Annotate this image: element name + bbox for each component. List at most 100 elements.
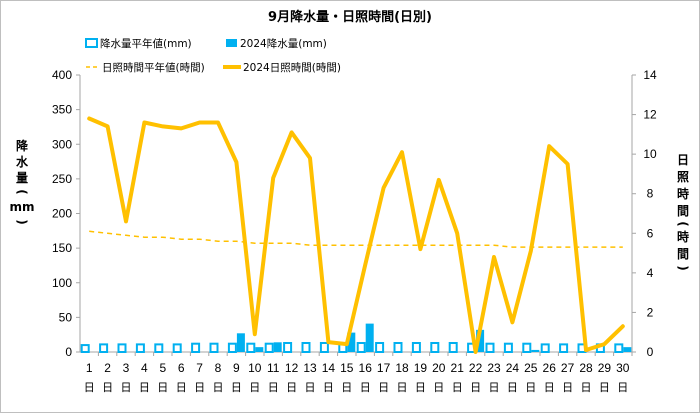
left-tick-label: 150 (52, 241, 72, 255)
x-tick-label: 7 (196, 361, 203, 375)
normal-rain-bar (319, 341, 329, 353)
sunshine-2024-line (87, 116, 625, 354)
normal-rain-bar (540, 343, 550, 354)
x-tick-label: 27 (561, 361, 575, 375)
x-tick-label: 3 (123, 361, 130, 375)
x-tick-unit: 日 (213, 381, 224, 394)
normal-rain-bar (559, 343, 569, 354)
normal-rain-bar (264, 342, 274, 354)
legend-swatch-normal-rain (85, 38, 98, 48)
legend-label-2024-sun: 2024日照時間(時間) (243, 62, 341, 74)
x-tick-unit: 日 (139, 381, 150, 394)
left-axis-title-char: ( (15, 189, 29, 194)
x-tick-label: 13 (303, 361, 317, 375)
x-tick-unit: 日 (176, 381, 187, 394)
normal-rain-bar (356, 341, 366, 353)
normal-rain-bar (522, 342, 532, 354)
x-tick-unit: 日 (305, 381, 316, 394)
right-tick-label: 14 (643, 68, 657, 82)
normal-rain-bar (411, 341, 421, 353)
right-tick-label: 0 (647, 345, 654, 359)
x-tick-label: 19 (414, 361, 428, 375)
x-tick-label: 12 (285, 361, 299, 375)
x-tick-unit: 日 (102, 381, 113, 394)
normal-rain-bar (99, 343, 109, 354)
x-tick-unit: 日 (231, 381, 242, 394)
x-tick-label: 6 (178, 361, 185, 375)
x-tick-label: 9 (233, 361, 240, 375)
left-tick-label: 250 (52, 172, 72, 186)
legend-label-normal-sun: 日照時間平年値(時間) (102, 61, 205, 74)
normal-rain-bar (283, 341, 293, 353)
x-tick-unit: 日 (581, 381, 592, 394)
right-axis-title-char: 日 (677, 153, 689, 167)
left-tick-label: 0 (65, 345, 72, 359)
right-axis-title-char: 照 (677, 169, 689, 184)
x-tick-unit: 日 (599, 381, 610, 394)
normal-rain-bar (154, 343, 164, 354)
legend: 降水量平年値(mm) 2024降水量(mm) 日照時間平年値(時間) 2024日… (85, 37, 341, 74)
rain-2024-bar (531, 349, 540, 352)
left-tick-label: 300 (52, 137, 72, 151)
normal-rain-bar (80, 344, 90, 354)
right-tick-label: 4 (647, 266, 654, 280)
x-tick-unit: 日 (544, 381, 555, 394)
normal-rain-bar (503, 342, 513, 354)
rain-2024-bar (255, 347, 264, 352)
x-tick-label: 25 (524, 361, 538, 375)
right-axis-title-char: 時 (677, 229, 689, 244)
legend-label-2024-rain: 2024降水量(mm) (240, 37, 327, 50)
plot-area: 05010015020025030035040002468101214降水量(m… (9, 68, 690, 394)
right-tick-label: 12 (643, 108, 657, 122)
x-tick-unit: 日 (194, 381, 205, 394)
right-tick-label: 10 (643, 147, 657, 161)
x-tick-unit: 日 (84, 381, 95, 394)
x-tick-unit: 日 (562, 381, 573, 394)
x-tick-label: 29 (598, 361, 612, 375)
x-tick-label: 22 (469, 361, 483, 375)
x-tick-label: 24 (506, 361, 520, 375)
x-tick-unit: 日 (286, 381, 297, 394)
right-axis-title-char: 間 (677, 204, 689, 218)
normal-rain-bar (614, 343, 624, 354)
x-tick-label: 5 (159, 361, 166, 375)
x-tick-label: 18 (395, 361, 409, 375)
x-tick-unit: 日 (433, 381, 444, 394)
x-tick-unit: 日 (452, 381, 463, 394)
x-tick-unit: 日 (470, 381, 481, 394)
x-tick-label: 16 (359, 361, 373, 375)
x-tick-label: 21 (451, 361, 465, 375)
right-tick-label: 2 (647, 305, 654, 319)
x-tick-label: 2 (104, 361, 111, 375)
normal-rain-bar (117, 343, 127, 354)
right-tick-label: 6 (647, 226, 654, 240)
x-tick-label: 30 (616, 361, 630, 375)
x-tick-unit: 日 (525, 381, 536, 394)
left-axis-title-char: 降 (16, 138, 29, 153)
x-tick-unit: 日 (121, 381, 132, 394)
normal-sunshine-line (89, 230, 623, 248)
x-tick-label: 11 (267, 361, 280, 375)
left-tick-label: 200 (52, 207, 72, 221)
x-tick-unit: 日 (323, 381, 334, 394)
x-tick-label: 23 (487, 361, 501, 375)
x-tick-label: 15 (340, 361, 354, 375)
rain-2024-bar (365, 323, 374, 352)
normal-rain-bar (246, 342, 256, 354)
x-tick-label: 14 (322, 361, 336, 375)
normal-rain-bar (448, 341, 458, 353)
x-tick-label: 20 (432, 361, 446, 375)
normal-rain-bar (393, 341, 403, 353)
x-tick-unit: 日 (378, 381, 389, 394)
normal-rain-bar (375, 341, 385, 353)
right-axis-title-char: ( (676, 221, 690, 226)
x-tick-unit: 日 (397, 381, 408, 394)
x-tick-unit: 日 (360, 381, 371, 394)
left-tick-label: 350 (52, 103, 72, 117)
right-axis-title-char: 時 (677, 186, 689, 201)
normal-rain-bar (135, 343, 145, 354)
left-tick-label: 100 (52, 276, 72, 290)
normal-rain-bar (172, 343, 182, 354)
rain-2024-bar (347, 332, 356, 352)
